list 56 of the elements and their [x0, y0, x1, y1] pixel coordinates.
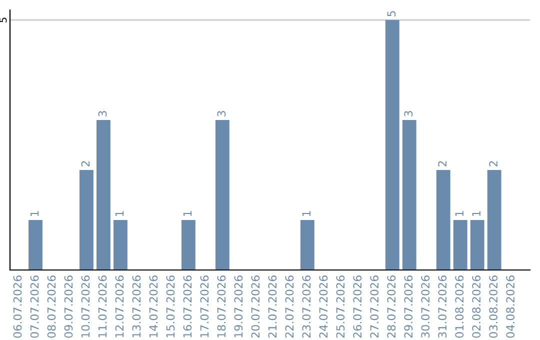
x-tick-label: 02.08.2026 [472, 276, 481, 338]
data-label: 1 [30, 211, 39, 216]
bar [453, 220, 468, 270]
x-tick-label: 10.07.2026 [81, 276, 90, 338]
data-label: 1 [183, 211, 192, 216]
data-label: 3 [217, 111, 226, 116]
bar [487, 170, 502, 270]
data-label: 5 [387, 11, 396, 16]
data-label: 2 [489, 161, 498, 166]
data-label: 1 [455, 211, 464, 216]
x-tick-label: 25.07.2026 [336, 276, 345, 338]
x-tick-label: 08.07.2026 [47, 276, 56, 338]
x-tick-label: 26.07.2026 [353, 276, 362, 338]
x-tick-label: 29.07.2026 [404, 276, 413, 338]
x-tick-label: 19.07.2026 [234, 276, 243, 338]
bar [470, 220, 484, 270]
x-tick-label: 01.08.2026 [455, 276, 464, 338]
bar [402, 120, 416, 270]
x-tick-label: 21.07.2026 [268, 276, 277, 338]
x-tick-label: 23.07.2026 [302, 276, 311, 338]
bar [385, 20, 400, 270]
bar [436, 170, 450, 270]
data-label: 1 [302, 211, 310, 216]
x-tick-label: 15.07.2026 [166, 276, 175, 338]
data-label: 3 [404, 111, 413, 116]
x-tick-label: 14.07.2026 [149, 276, 158, 338]
x-tick-label: 27.07.2026 [370, 276, 379, 338]
x-tick-label: 13.07.2026 [132, 276, 141, 338]
data-label: 1 [115, 211, 124, 216]
x-tick-label: 31.07.2026 [438, 276, 447, 338]
x-tick-label: 18.07.2026 [217, 276, 226, 338]
x-tick-label: 22.07.2026 [285, 276, 294, 338]
x-tick-label: 11.07.2026 [98, 276, 107, 338]
bar [181, 220, 196, 270]
x-tick-label: 07.07.2026 [30, 276, 39, 338]
x-tick-label: 16.07.2026 [183, 276, 192, 338]
x-tick-label: 30.07.2026 [421, 276, 430, 338]
x-tick-label: 12.07.2026 [115, 276, 124, 338]
bar [300, 220, 314, 270]
x-tick-label: 20.07.2026 [251, 276, 260, 338]
data-label: 1 [472, 211, 480, 216]
x-tick-label: 09.07.2026 [64, 276, 73, 338]
data-label: 3 [98, 111, 107, 116]
data-label: 2 [438, 161, 446, 166]
bar [96, 120, 110, 270]
bar [80, 170, 94, 270]
x-tick-label: 28.07.2026 [387, 276, 396, 338]
bar [113, 220, 128, 270]
bar [28, 220, 42, 270]
data-label: 2 [81, 161, 90, 166]
x-tick-label: 03.08.2026 [489, 276, 498, 338]
bar [215, 120, 230, 270]
x-tick-label: 24.07.2026 [319, 276, 328, 338]
x-tick-label: 04.08.2026 [506, 276, 515, 338]
x-tick-label: 17.07.2026 [200, 276, 209, 338]
x-tick-label: 06.07.2026 [13, 276, 22, 338]
